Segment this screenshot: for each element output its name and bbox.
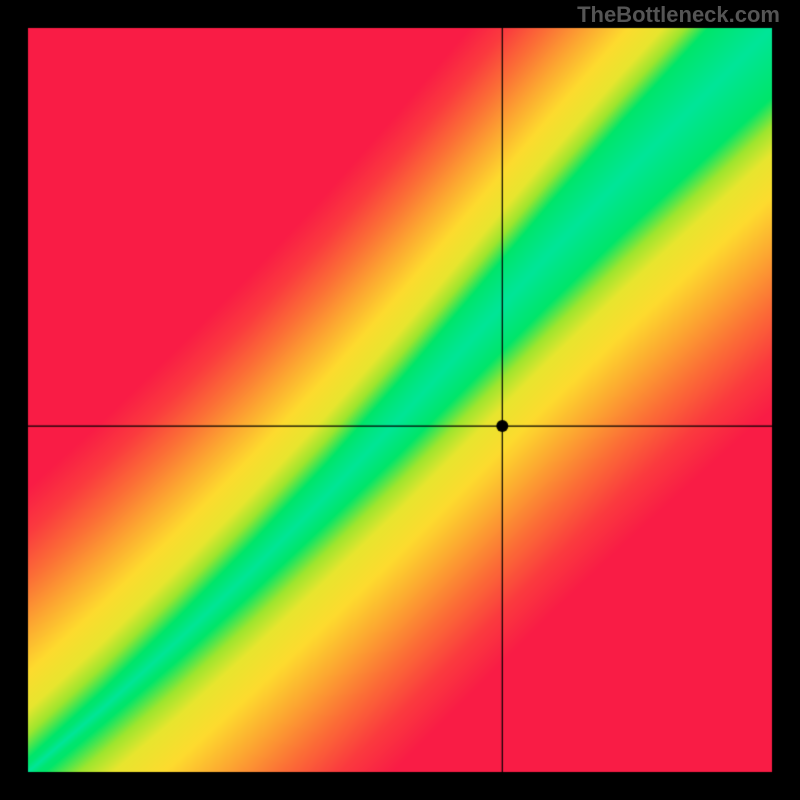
chart-container: TheBottleneck.com	[0, 0, 800, 800]
bottleneck-heatmap	[0, 0, 800, 800]
watermark-text: TheBottleneck.com	[577, 2, 780, 28]
